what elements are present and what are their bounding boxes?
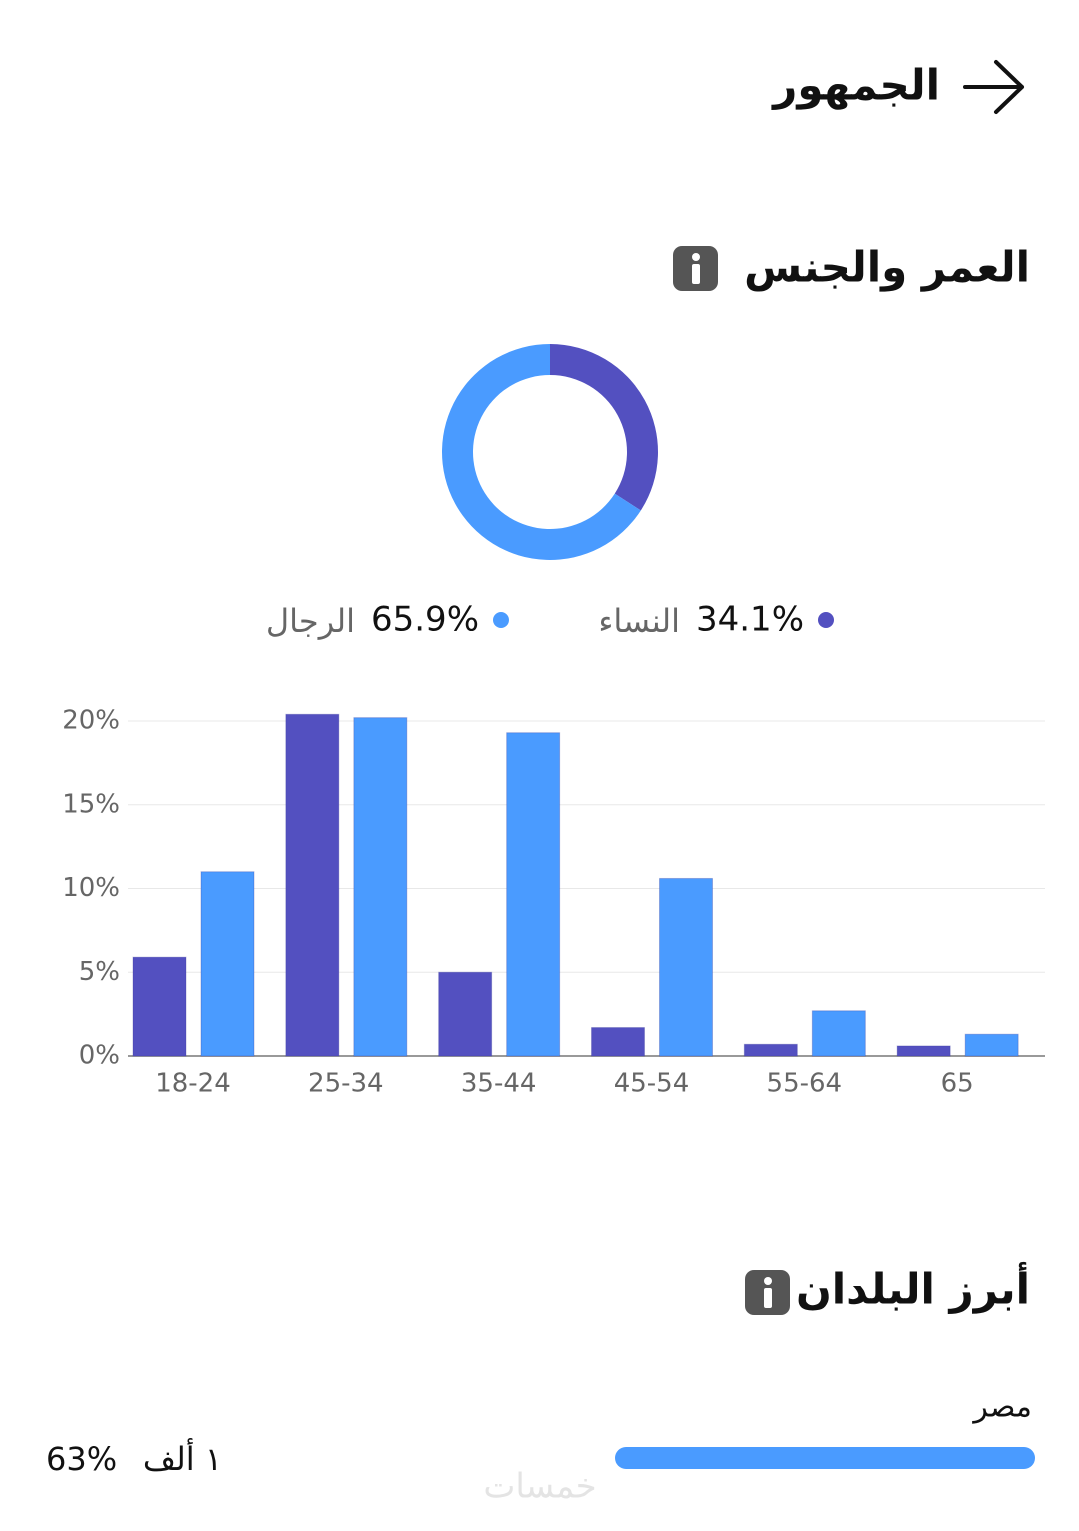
legend-dot — [818, 612, 834, 628]
legend-label: النساء — [598, 602, 680, 640]
page-title: الجمهور — [771, 61, 940, 111]
back-arrow[interactable] — [963, 60, 1024, 114]
legend-dot — [493, 612, 509, 628]
x-tick-label: 25-34 — [308, 1069, 384, 1099]
section-title: أبرز البلدان — [796, 1262, 1030, 1315]
bar — [506, 732, 561, 1057]
bar — [132, 956, 187, 1057]
bar — [896, 1045, 951, 1057]
x-tick-label: 45-54 — [614, 1069, 690, 1099]
x-tick-label: 35-44 — [461, 1069, 537, 1099]
y-tick-label: 0% — [79, 1041, 120, 1071]
bar — [964, 1033, 1019, 1057]
donut-segment — [550, 344, 659, 511]
legend-value: 65.9% — [371, 600, 479, 640]
y-tick-label: 15% — [62, 789, 120, 819]
y-tick-label: 10% — [62, 873, 120, 903]
bar — [200, 871, 255, 1057]
bar — [811, 1010, 866, 1057]
info-icon[interactable] — [673, 246, 718, 291]
bar — [438, 971, 493, 1057]
bar — [285, 713, 340, 1057]
bar — [591, 1027, 645, 1057]
y-tick-label: 5% — [79, 957, 120, 987]
country-name: مصر — [971, 1390, 1032, 1425]
y-tick-label: 20% — [62, 706, 120, 736]
bar — [743, 1043, 798, 1057]
x-tick-label: 65 — [941, 1069, 974, 1099]
watermark: خمسات — [483, 1467, 596, 1507]
legend-label: الرجال — [266, 602, 355, 640]
section-title: العمر والجنس — [744, 243, 1030, 293]
country-count: ١ ألف — [143, 1438, 222, 1478]
donut-segment — [442, 343, 641, 560]
country-bar — [615, 1447, 1035, 1469]
country-percent: 63% — [46, 1440, 117, 1478]
x-tick-label: 18-24 — [155, 1069, 231, 1099]
info-icon[interactable] — [745, 1270, 790, 1315]
bar — [659, 877, 713, 1057]
x-tick-label: 55-64 — [767, 1069, 843, 1099]
bar — [353, 717, 408, 1057]
legend-value: 34.1% — [696, 600, 804, 640]
